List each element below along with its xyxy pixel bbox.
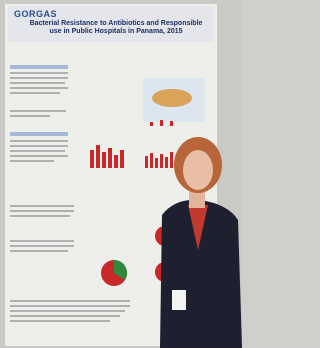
photo: GORGAS Bacterial Resistance to Antibioti… (0, 0, 242, 348)
poster-logo: GORGAS (14, 9, 57, 19)
scene (0, 0, 242, 348)
section-bar (10, 132, 68, 136)
poster-title: Bacterial Resistance to Antibiotics and … (26, 20, 206, 36)
map-shape (152, 89, 192, 107)
section-bar (10, 65, 68, 69)
